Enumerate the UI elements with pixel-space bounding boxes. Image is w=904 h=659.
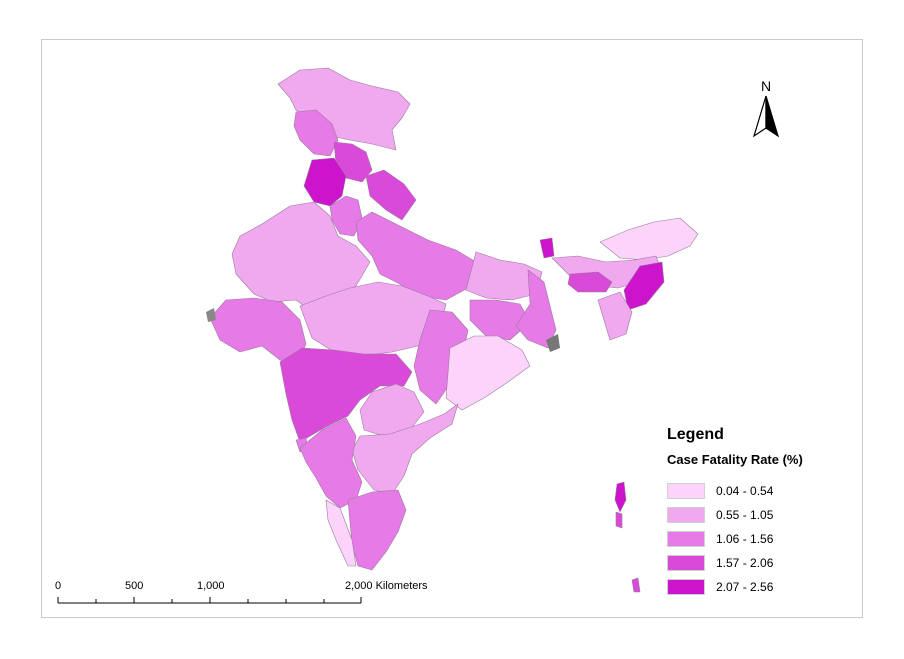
region-uttar-pradesh [355, 211, 477, 301]
legend: Legend Case Fatality Rate (%) 0.04 - 0.5… [667, 426, 857, 599]
legend-item: 1.06 - 1.56 [667, 527, 857, 551]
region-chhattisgarh [413, 309, 469, 405]
coastline-detail-west [206, 308, 216, 322]
legend-swatch [667, 555, 705, 571]
legend-swatch [667, 579, 705, 595]
region-andaman-south [615, 511, 623, 529]
legend-item: 0.55 - 1.05 [667, 503, 857, 527]
legend-swatch [667, 483, 705, 499]
scale-label-1000: 1,000 [197, 580, 225, 592]
region-jammu-kashmir [277, 67, 411, 151]
legend-subtitle: Case Fatality Rate (%) [667, 452, 803, 467]
region-meghalaya [567, 271, 613, 293]
legend-label: 2.07 - 2.56 [716, 580, 774, 594]
legend-item: 2.07 - 2.56 [667, 575, 857, 599]
legend-title: Legend [667, 426, 724, 443]
coastline-detail-east [546, 334, 560, 352]
scale-bar-line [57, 597, 362, 604]
region-nicobar [631, 577, 641, 593]
region-karnataka [299, 417, 363, 509]
region-andhra-pradesh [351, 403, 459, 495]
legend-swatch [667, 507, 705, 523]
region-uttarakhand [365, 169, 417, 221]
region-kerala [325, 499, 357, 567]
scale-label-2000: 2,000 Kilometers [345, 580, 428, 592]
region-nagaland-manipur [623, 261, 665, 311]
legend-item: 1.57 - 2.06 [667, 551, 857, 575]
legend-label: 0.04 - 0.54 [716, 484, 774, 498]
region-odisha [445, 335, 531, 411]
region-andaman-north [614, 481, 627, 513]
legend-label: 0.55 - 1.05 [716, 508, 774, 522]
scale-label-0: 0 [55, 580, 62, 592]
region-arunachal-pradesh [599, 217, 699, 261]
region-tamil-nadu [347, 489, 407, 571]
legend-label: 1.06 - 1.56 [716, 532, 774, 546]
region-west-bengal [515, 269, 557, 349]
scale-bar: 0 500 1,000 2,000 Kilometers [55, 580, 455, 610]
legend-swatch [667, 531, 705, 547]
region-rajasthan [231, 201, 371, 317]
north-arrow-icon [752, 95, 780, 138]
legend-item: 0.04 - 0.54 [667, 479, 857, 503]
scale-label-500: 500 [125, 580, 144, 592]
north-arrow: N [752, 78, 782, 140]
region-sikkim [539, 237, 555, 259]
legend-label: 1.57 - 2.06 [716, 556, 774, 570]
north-arrow-label: N [760, 78, 772, 94]
region-mizoram-tripura [597, 291, 633, 341]
region-punjab [303, 157, 347, 207]
region-maharashtra [279, 347, 413, 443]
region-kashmir-west [293, 109, 339, 157]
